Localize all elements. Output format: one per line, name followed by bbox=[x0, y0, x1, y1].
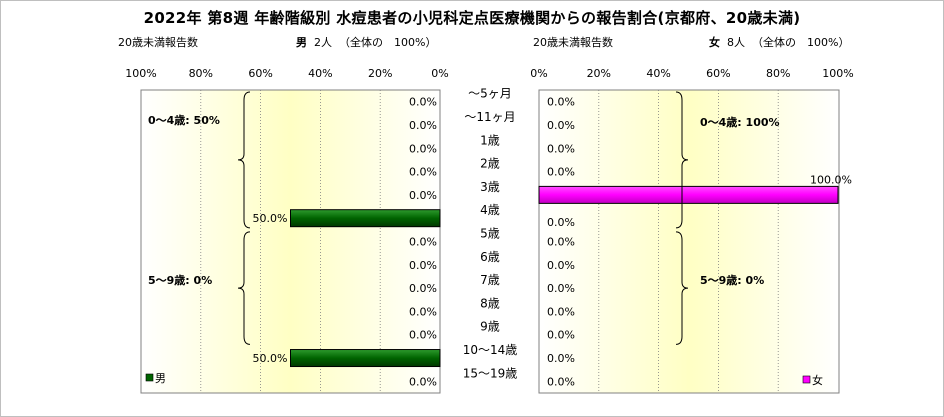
male-data-label: 0.0% bbox=[409, 142, 437, 155]
age-category-label: 15～19歳 bbox=[463, 366, 518, 380]
male-data-label: 0.0% bbox=[409, 282, 437, 295]
male-legend-label: 男 bbox=[155, 372, 166, 385]
age-category-label: 2歳 bbox=[480, 157, 500, 171]
male-data-label: 0.0% bbox=[409, 166, 437, 179]
age-category-label: 7歳 bbox=[480, 273, 500, 287]
left-group-label: 0～4歳: 50% bbox=[148, 113, 220, 127]
age-category-label: 4歳 bbox=[480, 203, 500, 217]
male-data-label: 0.0% bbox=[409, 259, 437, 272]
right-sex-label: 女 bbox=[709, 36, 720, 49]
left-group-brace bbox=[237, 91, 251, 229]
age-category-label: ～5ヶ月 bbox=[468, 87, 512, 101]
female-data-label: 0.0% bbox=[547, 96, 575, 109]
left-total-share: （全体の 100%） bbox=[339, 36, 437, 49]
female-data-label: 100.0% bbox=[810, 173, 852, 186]
male-data-label: 0.0% bbox=[409, 329, 437, 342]
age-category-label: 8歳 bbox=[480, 296, 500, 310]
age-category-label: 9歳 bbox=[480, 320, 500, 334]
right-count-value: 8人 bbox=[727, 36, 745, 49]
male-data-label: 0.0% bbox=[409, 189, 437, 202]
male-data-label: 50.0% bbox=[253, 352, 288, 365]
female-data-label: 0.0% bbox=[547, 259, 575, 272]
male-legend-swatch bbox=[145, 373, 154, 382]
male-data-label: 0.0% bbox=[409, 119, 437, 132]
right-x-tick-label: 0% bbox=[530, 67, 547, 80]
left-x-tick-label: 20% bbox=[368, 67, 392, 80]
right-x-tick-label: 20% bbox=[587, 67, 611, 80]
female-data-label: 0.0% bbox=[547, 119, 575, 132]
age-category-label: 3歳 bbox=[480, 180, 500, 194]
left-x-tick-label: 60% bbox=[248, 67, 272, 80]
female-data-label: 0.0% bbox=[547, 216, 575, 229]
age-category-label: 6歳 bbox=[480, 250, 500, 264]
right-group-brace bbox=[675, 231, 689, 345]
female-data-label: 0.0% bbox=[547, 166, 575, 179]
age-category-label: 1歳 bbox=[480, 133, 500, 147]
right-x-tick-label: 100% bbox=[822, 67, 853, 80]
left-x-tick-label: 100% bbox=[125, 67, 156, 80]
right-count-summary: 女 8人 （全体の 100%） bbox=[709, 34, 849, 50]
female-data-label: 0.0% bbox=[547, 329, 575, 342]
left-group-label: 5～9歳: 0% bbox=[148, 273, 212, 287]
left-plot-area bbox=[140, 89, 441, 394]
left-count-summary: 男 2人 （全体の 100%） bbox=[296, 34, 436, 50]
female-data-label: 0.0% bbox=[547, 352, 575, 365]
female-data-label: 0.0% bbox=[547, 142, 575, 155]
left-group-brace bbox=[237, 231, 251, 345]
age-category-label: 10～14歳 bbox=[463, 343, 518, 357]
age-category-label: ～11ヶ月 bbox=[464, 110, 515, 124]
female-legend-label: 女 bbox=[812, 373, 823, 387]
female-data-label: 0.0% bbox=[547, 236, 575, 249]
male-data-label: 0.0% bbox=[409, 236, 437, 249]
right-group-label: 0～4歳: 100% bbox=[700, 115, 780, 129]
female-bar bbox=[538, 185, 839, 204]
left-sex-label: 男 bbox=[296, 36, 307, 49]
right-count-label: 20歳未満報告数 bbox=[533, 36, 613, 49]
age-category-label: 5歳 bbox=[480, 227, 500, 241]
left-count-label: 20歳未満報告数 bbox=[118, 36, 198, 49]
right-x-tick-label: 80% bbox=[766, 67, 790, 80]
left-x-tick-label: 80% bbox=[189, 67, 213, 80]
male-bar bbox=[290, 209, 441, 228]
right-group-brace bbox=[675, 91, 689, 229]
right-total-share: （全体の 100%） bbox=[752, 36, 850, 49]
male-data-label: 0.0% bbox=[409, 375, 437, 388]
left-x-tick-label: 40% bbox=[308, 67, 332, 80]
female-legend-swatch bbox=[802, 375, 811, 384]
right-group-label: 5～9歳: 0% bbox=[700, 273, 764, 287]
male-bar bbox=[290, 349, 441, 368]
right-plot-area bbox=[538, 89, 840, 394]
female-data-label: 0.0% bbox=[547, 375, 575, 388]
left-x-tick-label: 0% bbox=[431, 67, 448, 80]
male-data-label: 0.0% bbox=[409, 305, 437, 318]
male-data-label: 50.0% bbox=[253, 212, 288, 225]
right-x-tick-label: 60% bbox=[706, 67, 730, 80]
chart-title: 2022年 第8週 年齢階級別 水痘患者の小児科定点医療機関からの報告割合(京都… bbox=[143, 9, 801, 27]
right-x-tick-label: 40% bbox=[646, 67, 670, 80]
female-data-label: 0.0% bbox=[547, 305, 575, 318]
female-data-label: 0.0% bbox=[547, 282, 575, 295]
left-count-value: 2人 bbox=[314, 36, 332, 49]
male-data-label: 0.0% bbox=[409, 96, 437, 109]
